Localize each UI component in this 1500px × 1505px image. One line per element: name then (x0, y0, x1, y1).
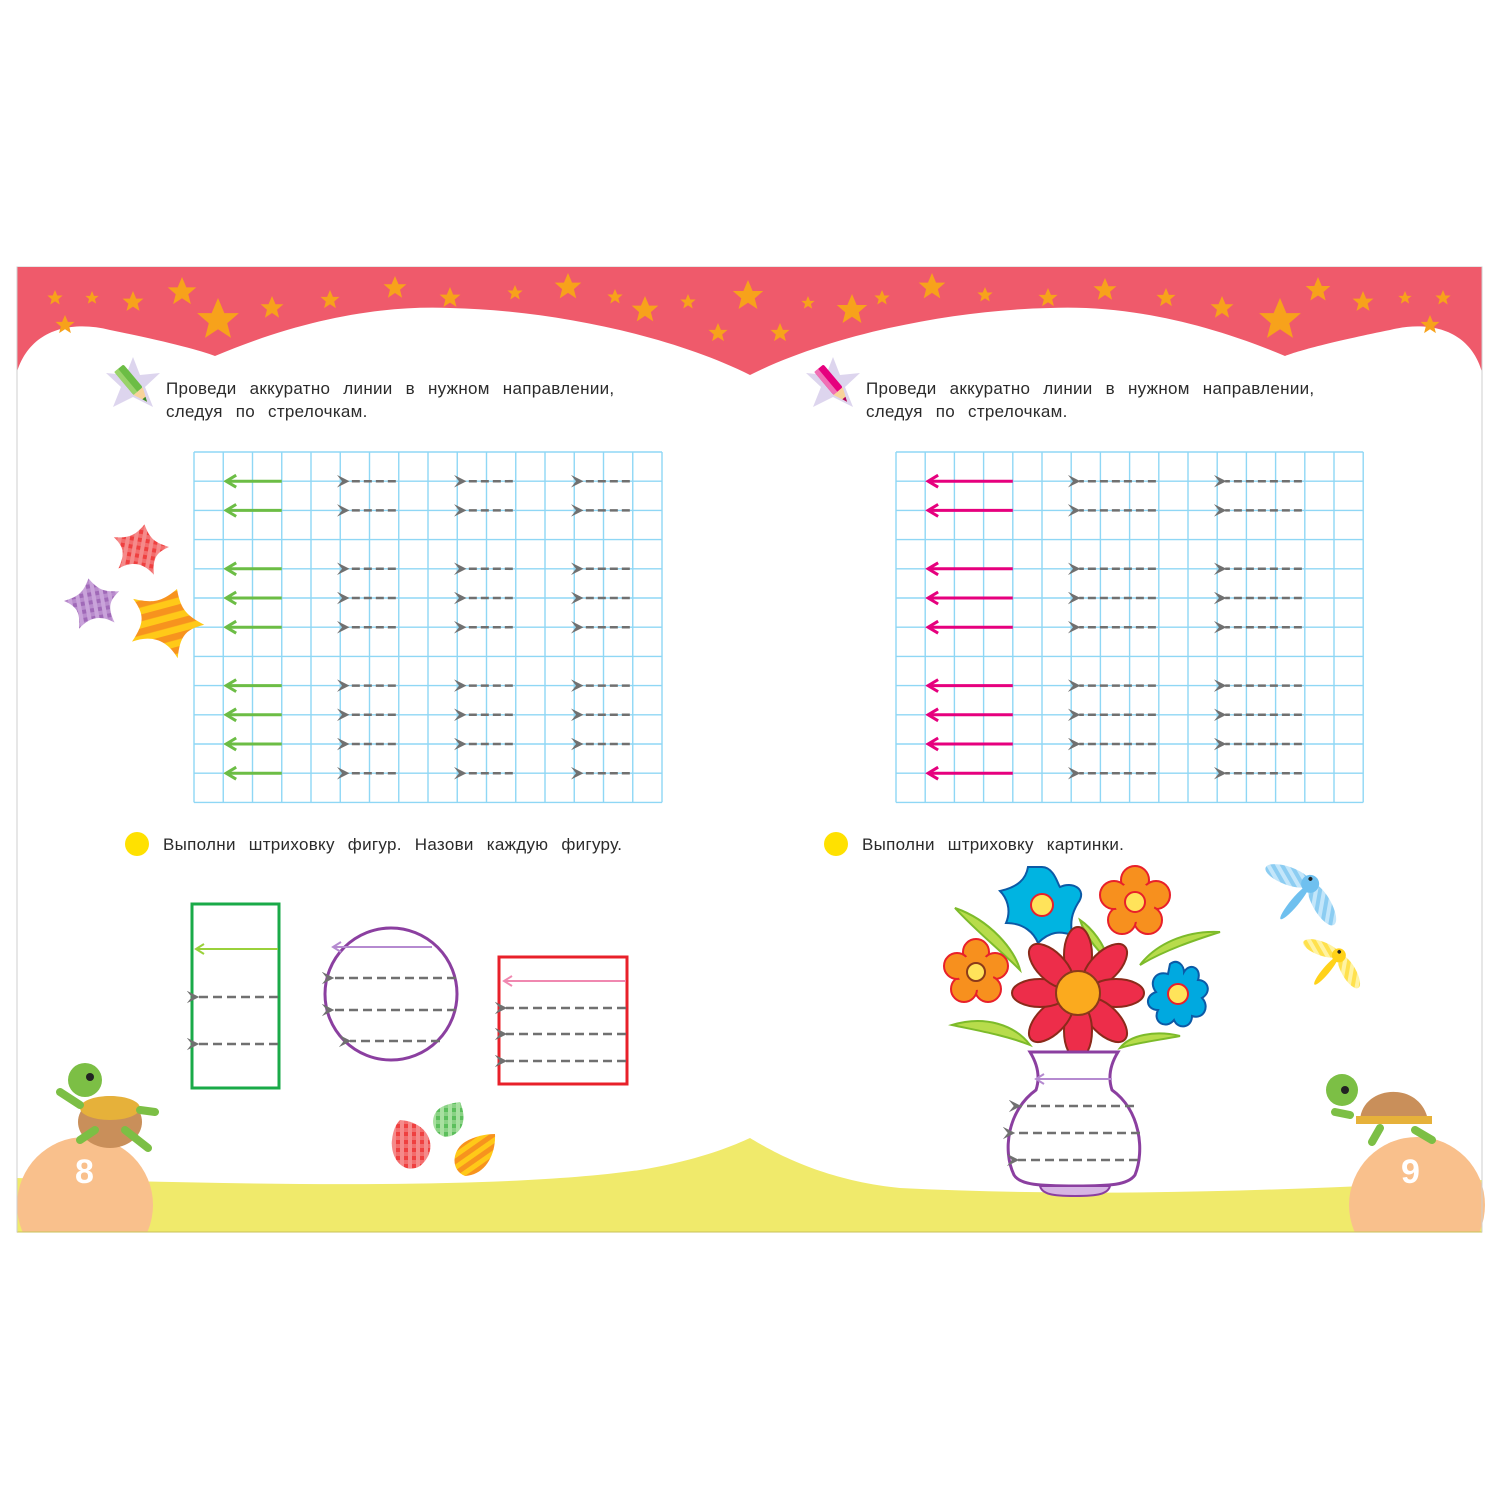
bullet-icon (824, 832, 848, 856)
page-number-right: 9 (1401, 1153, 1420, 1191)
daisy-center (1055, 970, 1101, 1016)
arrowhead (223, 707, 237, 723)
turtle-illustration-left (56, 1063, 159, 1152)
checkered-flower-red (113, 524, 169, 575)
task1-instruction-line2-right: следуя по стрелочкам. (866, 402, 1068, 421)
arrowhead (925, 503, 939, 518)
arrowhead (925, 473, 939, 489)
arrowhead (223, 561, 237, 577)
task1-instruction-line1-left: Проведи аккуратно линии в нужном направл… (166, 379, 615, 398)
task1-instruction-line1-right: Проведи аккуратно линии в нужном направл… (866, 379, 1315, 398)
tracing-grid-right[interactable] (895, 451, 1364, 804)
arrowhead (925, 765, 939, 781)
striped-flower-yellow (132, 589, 205, 659)
arrowhead (925, 678, 939, 693)
bullet-icon (125, 832, 149, 856)
arrowhead (223, 678, 237, 693)
arrowhead (925, 561, 939, 577)
ground-hill (17, 1138, 1482, 1232)
shape-rectangle[interactable] (186, 902, 281, 1090)
arrowhead (925, 707, 939, 723)
arrowhead (223, 473, 237, 489)
arrowhead (223, 590, 237, 606)
tracing-grid-left[interactable] (193, 451, 663, 804)
page-frame (16, 266, 1483, 1233)
shape-square[interactable] (494, 955, 629, 1086)
dragonfly-yellow (1303, 939, 1361, 989)
shape-circle[interactable] (321, 926, 459, 1062)
checkered-flower-purple (64, 578, 120, 629)
flowers-in-vase-picture[interactable] (943, 865, 1221, 1198)
dragonfly-blue (1265, 864, 1337, 926)
leaves-decoration (391, 1102, 496, 1176)
arrowhead (223, 503, 237, 518)
arrowhead (223, 736, 237, 752)
arrowhead (223, 619, 237, 635)
pink-pencil-icon (806, 357, 860, 407)
arrowhead (925, 590, 939, 606)
turtle-illustration-right (1326, 1074, 1436, 1146)
page-number-left: 8 (75, 1153, 94, 1191)
star-banner (17, 267, 1482, 375)
task2-instruction-left: Выполни штриховку фигур. Назови каждую ф… (163, 835, 623, 854)
task1-instruction-line2-left: следуя по стрелочкам. (166, 402, 368, 421)
task2-instruction-right: Выполни штриховку картинки. (862, 835, 1125, 854)
green-pencil-icon (106, 357, 160, 407)
arrowhead (925, 736, 939, 752)
arrowhead (223, 765, 237, 781)
arrowhead (925, 619, 939, 635)
